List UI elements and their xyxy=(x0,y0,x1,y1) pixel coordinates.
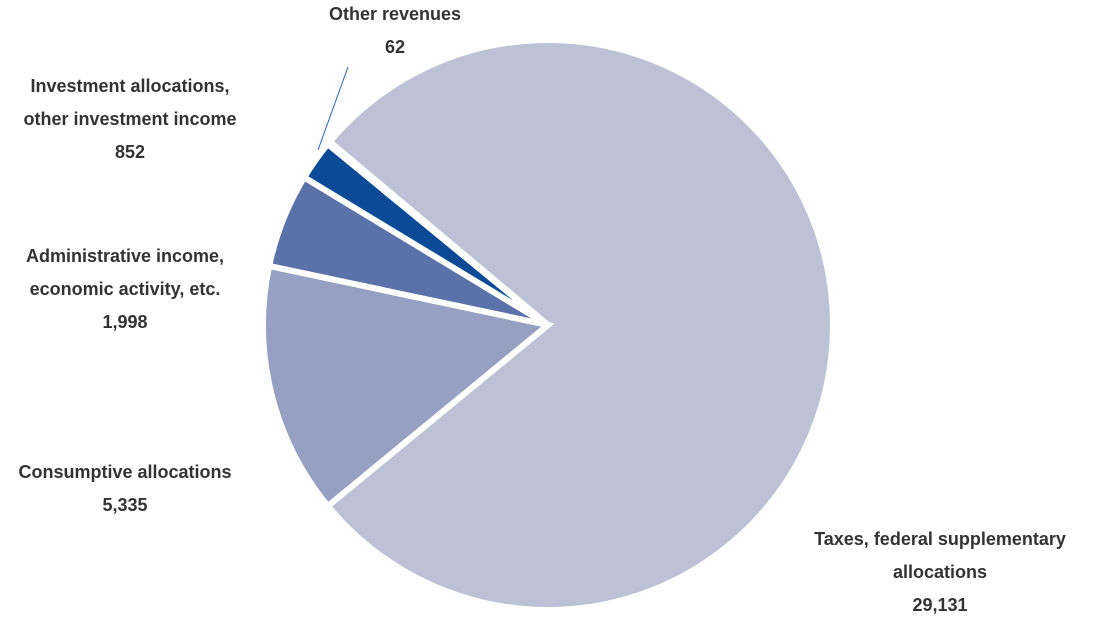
value-label: 5,335 xyxy=(102,495,147,515)
label-line: Administrative income, xyxy=(26,246,224,266)
label-line: other investment income xyxy=(23,109,236,129)
value-label: 62 xyxy=(385,37,405,57)
pie-slice xyxy=(323,37,836,613)
slice-label: Administrative income, economic activity,… xyxy=(26,246,224,332)
label-line: Taxes, federal supplementary xyxy=(814,529,1066,549)
leader-line xyxy=(317,66,349,151)
pie-slice xyxy=(323,137,550,328)
slice-label: Other revenues 62 xyxy=(329,4,461,57)
value-label: 852 xyxy=(115,142,145,162)
slice-label: Taxes, federal supplementary allocations 2… xyxy=(814,529,1066,615)
label-line: economic activity, etc. xyxy=(30,279,221,299)
label-line: allocations xyxy=(893,562,987,582)
pie-slice xyxy=(260,262,555,511)
label-line: Other revenues xyxy=(329,4,461,24)
slice-label: Consumptive allocations 5,335 xyxy=(18,462,231,515)
value-label: 29,131 xyxy=(912,595,967,615)
label-line: Investment allocations, xyxy=(30,76,229,96)
slice-label: Investment allocations, other investment … xyxy=(23,76,236,162)
value-label: 1,998 xyxy=(102,312,147,332)
label-line: Consumptive allocations xyxy=(18,462,231,482)
